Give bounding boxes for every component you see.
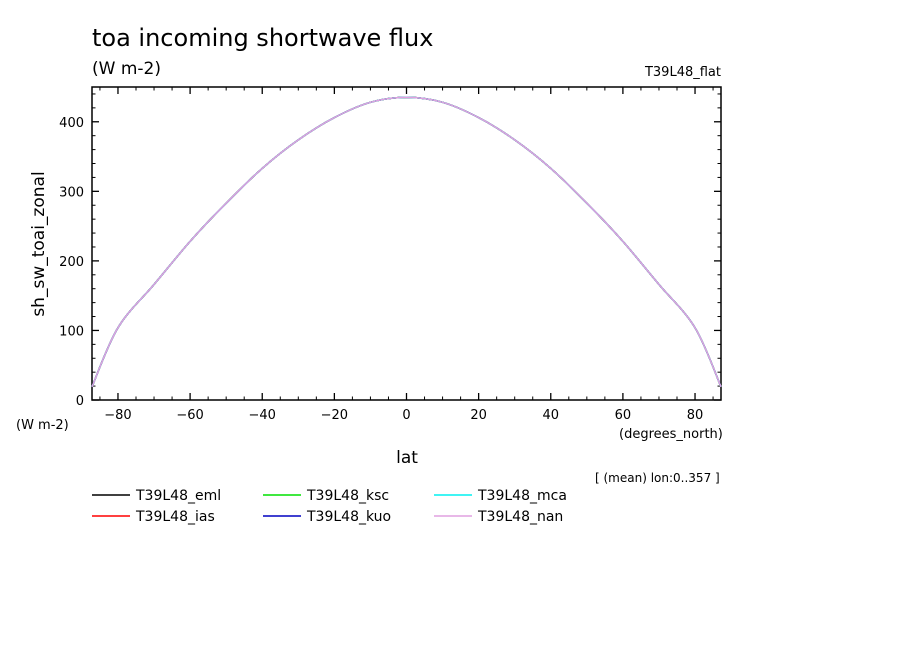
y-axis-label: sh_sw_toai_zonal <box>29 171 49 316</box>
chart-title: toa incoming shortwave flux <box>92 24 433 52</box>
plot-area: −80 −60 −40 −20 0 20 40 60 80 0 100 200 300 400 <box>59 86 722 423</box>
x-axis-ticks: −80 −60 −40 −20 0 20 40 60 80 <box>104 87 703 423</box>
x-tick-label: 0 <box>402 408 410 423</box>
legend-label: T39L48_eml <box>135 488 221 504</box>
y-tick-label: 0 <box>76 394 84 409</box>
legend-label: T39L48_mca <box>477 488 567 504</box>
y-axis-ticks: 0 100 200 300 400 <box>59 116 721 409</box>
x-axis-label: lat <box>396 448 418 468</box>
x-tick-label: 20 <box>470 408 487 423</box>
run-label: T39L48_flat <box>644 65 721 80</box>
y-axis-unit: (W m-2) <box>16 418 69 433</box>
y-tick-label: 400 <box>59 116 84 131</box>
y-tick-label: 200 <box>59 255 84 270</box>
series-lines <box>91 96 722 388</box>
series-line-T39L48_kuo <box>91 96 722 388</box>
y-tick-label: 300 <box>59 185 84 200</box>
series-line-T39L48_ksc <box>91 96 722 388</box>
x-tick-label: −20 <box>321 408 348 423</box>
plot-frame <box>91 86 722 401</box>
legend: T39L48_eml T39L48_ias T39L48_ksc T39L48_kuo… <box>92 488 567 525</box>
series-line-T39L48_mca <box>91 96 722 388</box>
x-tick-label: 80 <box>687 408 704 423</box>
x-tick-label: −40 <box>249 408 276 423</box>
legend-label: T39L48_ksc <box>306 488 389 504</box>
y-tick-label: 100 <box>59 324 84 339</box>
chart-subtitle: (W m-2) <box>92 59 161 79</box>
minor-ticks <box>92 87 721 400</box>
x-tick-label: −80 <box>104 408 131 423</box>
legend-label: T39L48_ias <box>135 509 215 525</box>
legend-label: T39L48_kuo <box>306 509 391 525</box>
averaging-note: [ (mean) lon:0..357 ] <box>595 471 720 485</box>
series-line-T39L48_eml <box>91 96 722 388</box>
legend-label: T39L48_nan <box>477 509 563 525</box>
x-tick-label: 40 <box>542 408 559 423</box>
x-tick-label: 60 <box>615 408 632 423</box>
x-axis-unit: (degrees_north) <box>619 427 723 442</box>
series-line-T39L48_nan <box>91 96 722 388</box>
series-line-T39L48_ias <box>91 96 722 388</box>
x-tick-label: −60 <box>176 408 203 423</box>
